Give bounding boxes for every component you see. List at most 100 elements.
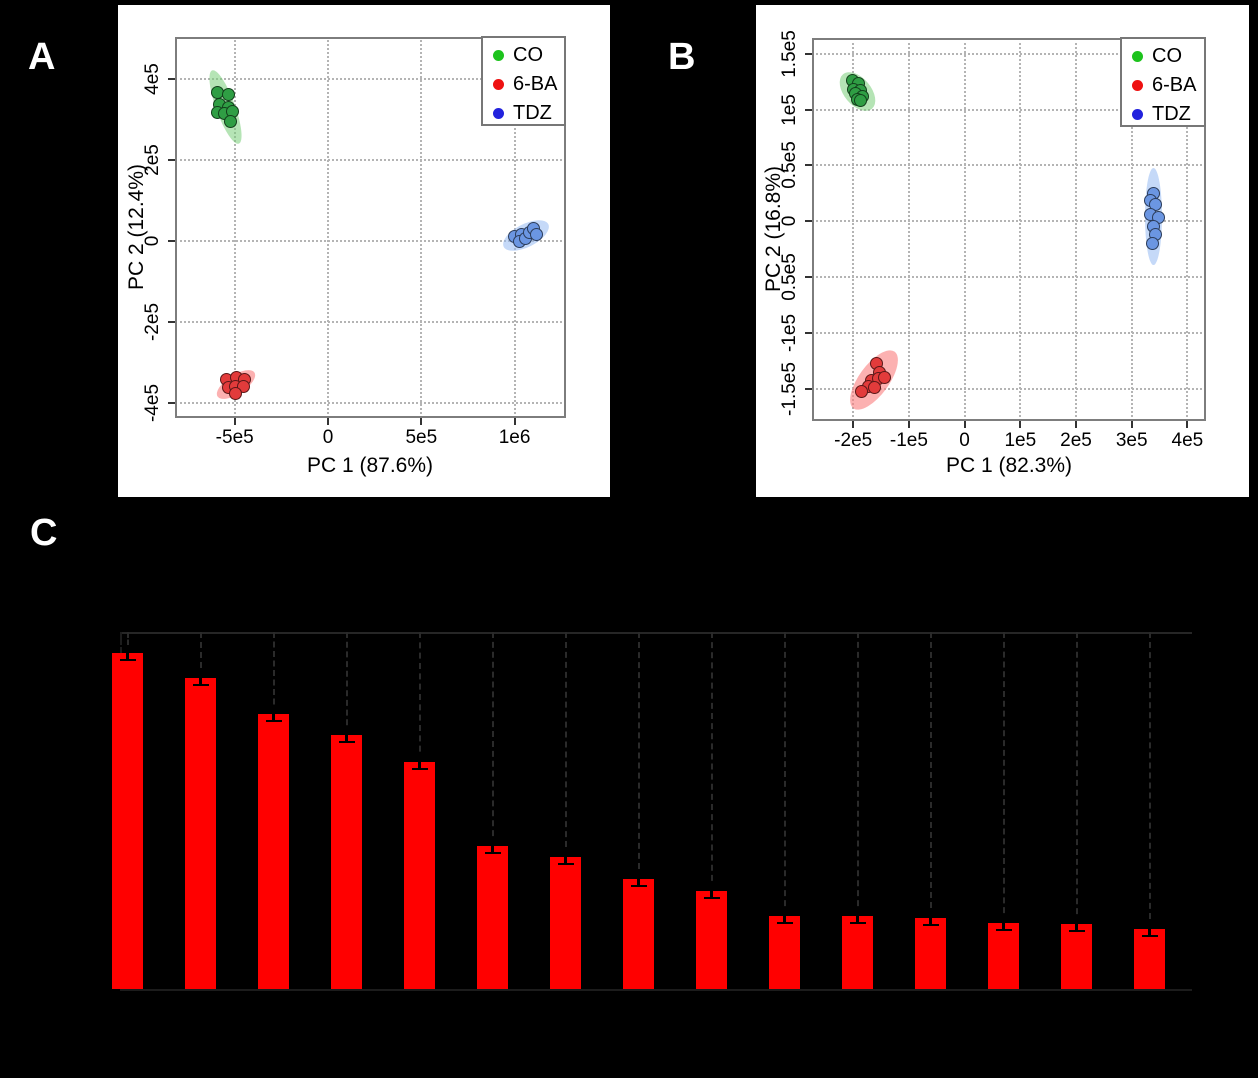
error-bar-cap-bottom <box>995 929 1012 931</box>
error-bar-cap-bottom <box>557 863 574 865</box>
x-axis-title: PC 1 (82.3%) <box>945 454 1073 477</box>
sample-dot-6-ba <box>855 384 869 398</box>
x-axis-tick <box>907 421 910 428</box>
legend-label: 6-BA <box>1152 73 1197 96</box>
error-bar-cap-top <box>776 908 793 910</box>
error-bar-cap-top <box>338 727 355 729</box>
leader-line <box>272 632 275 714</box>
y-axis-tick <box>168 240 175 242</box>
sample-dot-co <box>223 115 237 129</box>
gridline-vertical <box>963 38 966 421</box>
x-axis-tick <box>852 421 855 428</box>
error-bar-cap-bottom <box>338 741 355 743</box>
error-bar-cap-bottom <box>776 922 793 924</box>
error-bar-cap-top <box>703 883 720 885</box>
bar <box>623 879 654 989</box>
error-bar-cap-top <box>630 871 647 873</box>
y-axis-tick <box>805 276 812 279</box>
gridline-vertical <box>907 38 910 421</box>
gridline-vertical <box>1130 38 1133 421</box>
bar <box>842 916 873 989</box>
plot-frame <box>175 37 566 418</box>
legend-dot-co <box>1132 50 1143 62</box>
y-axis-tick <box>805 388 812 390</box>
y-axis-tick <box>168 402 175 405</box>
leader-line <box>564 632 567 857</box>
gridline-horizontal <box>812 388 1206 390</box>
error-bar-cap-top <box>265 706 282 708</box>
leader-line <box>126 632 129 653</box>
gridline-horizontal <box>175 77 566 80</box>
leader-line <box>929 632 932 918</box>
x-axis-tick <box>963 421 966 428</box>
error-bar-cap-bottom <box>411 768 428 770</box>
y-tick-label: 1e5 <box>779 93 800 126</box>
gridline-vertical <box>1075 38 1077 421</box>
x-tick-label: 5e5 <box>405 427 438 448</box>
gridline-vertical <box>1186 38 1189 421</box>
legend-item-6-ba: 6-BA <box>493 72 557 96</box>
gridline-horizontal <box>812 220 1206 223</box>
error-bar-cap-bottom <box>265 720 282 722</box>
leader-line <box>710 632 713 891</box>
y-axis-tick <box>168 158 175 161</box>
y-axis-tick <box>168 77 175 80</box>
error-bar-stem <box>929 911 932 925</box>
x-axis-tick <box>233 418 236 425</box>
y-tick-label: 1.5e5 <box>779 29 800 78</box>
leader-line <box>1075 632 1078 924</box>
x-axis-tick <box>1019 421 1022 428</box>
error-bar-cap-top <box>411 754 428 756</box>
x-tick-label: 2e5 <box>1060 430 1092 451</box>
leader-line <box>637 632 640 879</box>
error-bar-stem <box>1148 922 1151 936</box>
legend-item-co: CO <box>1132 44 1182 68</box>
bar <box>477 846 508 989</box>
legend-label: CO <box>1152 44 1182 67</box>
y-tick-label: -1.5e5 <box>779 362 800 416</box>
error-bar-stem <box>126 646 129 660</box>
error-bar-cap-bottom <box>1068 930 1085 932</box>
legend-item-6-ba: 6-BA <box>1132 73 1196 97</box>
error-bar-cap-top <box>119 645 136 647</box>
y-tick-label: -4e5 <box>142 384 163 423</box>
x-axis-title: PC 1 (87.6%) <box>306 454 434 477</box>
error-bar-stem <box>199 671 202 685</box>
x-axis-tick <box>327 418 329 425</box>
legend-dot-tdz <box>1132 108 1143 120</box>
error-bar-cap-bottom <box>484 852 501 854</box>
error-bar-stem <box>1002 916 1005 930</box>
legend-dot-6-ba <box>1132 79 1143 91</box>
error-bar-cap-bottom <box>119 659 136 661</box>
x-axis-tick <box>1075 421 1077 428</box>
error-bar-cap-bottom <box>1141 935 1158 937</box>
error-bar-stem <box>637 872 640 886</box>
sample-dot-tdz <box>1146 237 1160 251</box>
bar <box>331 735 362 989</box>
x-tick-label: -1e5 <box>889 430 928 451</box>
legend-label: 6-BA <box>513 72 558 95</box>
gridline-vertical <box>327 37 329 418</box>
plot-frame <box>812 38 1206 421</box>
gridline-horizontal <box>175 240 566 242</box>
x-tick-label: 0 <box>322 427 334 448</box>
legend-label: TDZ <box>1152 102 1191 125</box>
sample-dot-6-ba <box>868 381 882 395</box>
leader-line <box>783 632 786 916</box>
panel-b-letter: B <box>668 36 696 78</box>
leader-line <box>856 632 859 916</box>
error-bar-cap-bottom <box>922 924 939 926</box>
error-bar-cap-top <box>1141 921 1158 923</box>
x-axis-tick <box>1130 421 1133 428</box>
bar <box>404 762 435 989</box>
gridline-vertical <box>420 37 423 418</box>
y-axis-title: PC 2 (16.8%) <box>762 165 785 293</box>
legend-item-co: CO <box>493 43 543 67</box>
y-tick-label: 4e5 <box>142 62 163 95</box>
error-bar-cap-bottom <box>192 684 209 686</box>
gridline-horizontal <box>175 402 566 405</box>
y-axis-tick <box>805 164 812 167</box>
gridline-horizontal <box>812 276 1206 279</box>
x-axis-tick <box>1186 421 1189 428</box>
leader-line <box>345 632 348 735</box>
